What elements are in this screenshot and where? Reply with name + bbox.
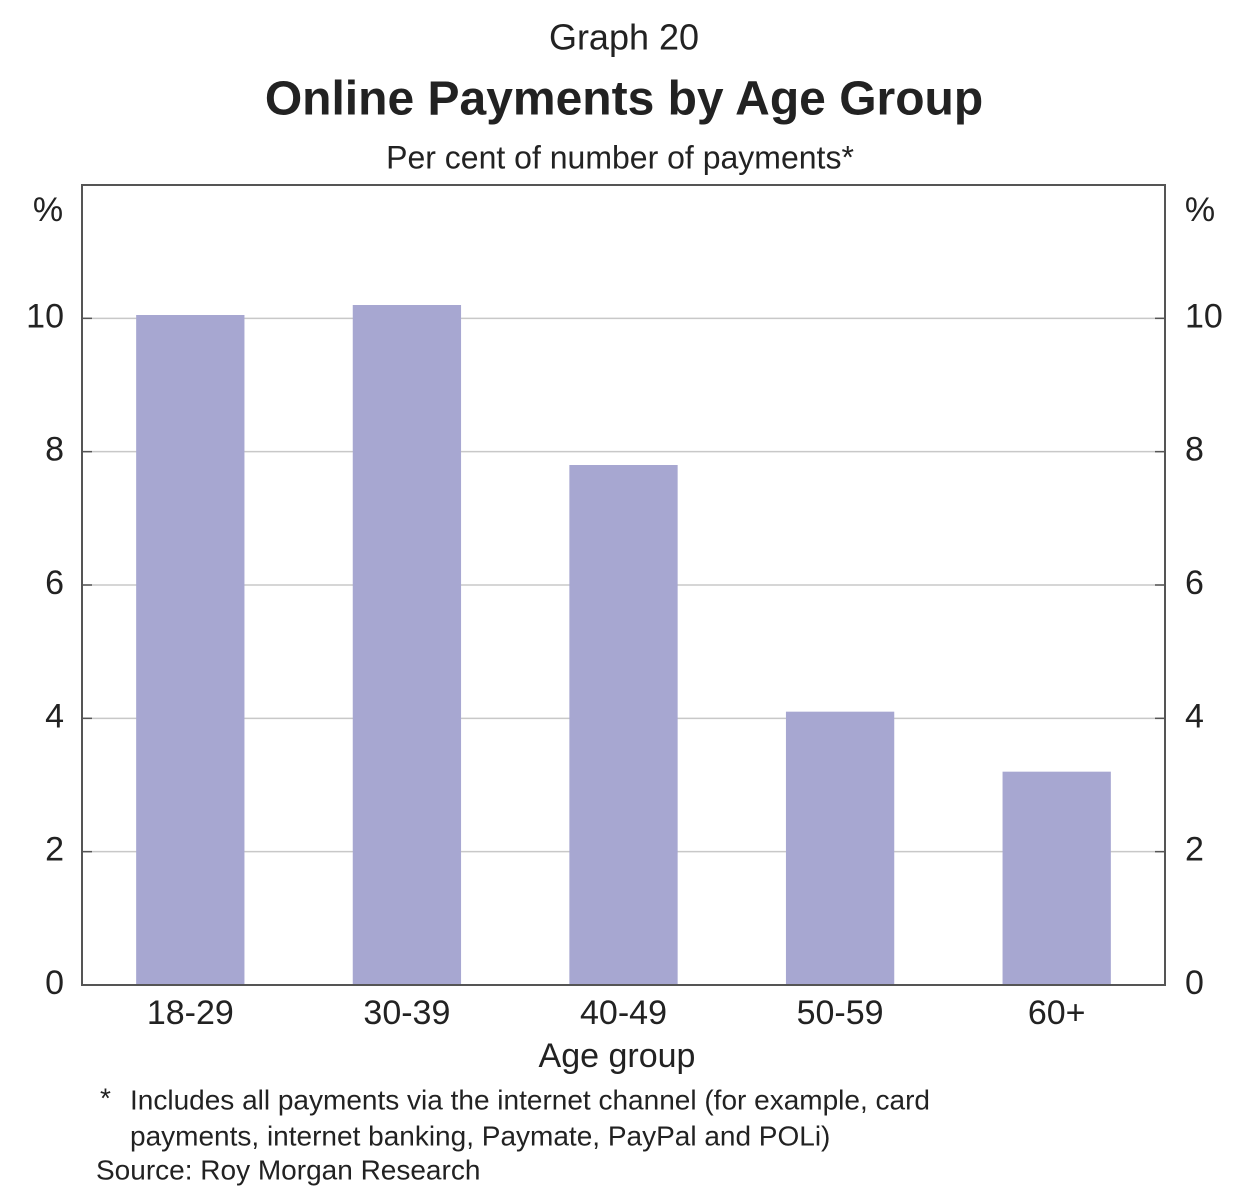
x-axis-label: Age group [539,1037,696,1075]
y-tick-label: 6 [45,564,64,602]
y-unit-left: % [33,191,63,229]
y-tick-label-right: 0 [1185,964,1204,1002]
y-tick-label: 0 [45,964,64,1002]
x-tick-label: 18-29 [147,994,234,1032]
source: Source: Roy Morgan Research [96,1154,480,1185]
bar [1002,771,1111,985]
y-tick-label: 10 [26,297,64,335]
y-tick-label: 4 [45,697,64,735]
graph-label: Graph 20 [549,17,699,58]
bar [785,711,895,985]
y-unit-right: % [1185,191,1215,229]
footnote-line: payments, internet banking, Paymate, Pay… [130,1120,830,1151]
chart-title: Online Payments by Age Group [265,73,983,126]
x-tick-label: 30-39 [363,994,450,1032]
footnote-marker: * [100,1082,111,1113]
x-tick-label: 60+ [1028,994,1086,1032]
bar [569,465,678,985]
y-tick-label: 2 [45,831,64,869]
y-tick-label-right: 4 [1185,697,1204,735]
x-tick-label: 40-49 [580,994,667,1032]
x-tick-label: 50-59 [797,994,884,1032]
y-tick-label: 8 [45,431,64,469]
bar [136,315,245,985]
y-tick-label-right: 8 [1185,431,1204,469]
y-tick-label-right: 2 [1185,831,1204,869]
bar [352,305,462,985]
plot-frame [81,184,1166,986]
chart-subtitle: Per cent of number of payments* [386,139,854,175]
y-tick-label-right: 6 [1185,564,1204,602]
y-tick-label-right: 10 [1185,297,1223,335]
footnote-line: Includes all payments via the internet c… [130,1084,930,1115]
